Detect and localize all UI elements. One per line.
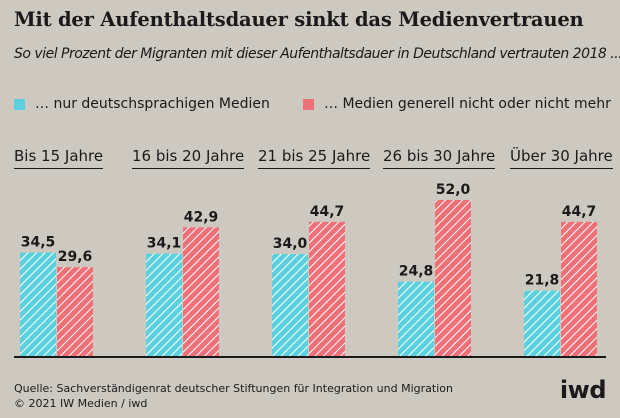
- bar-no-media: [183, 227, 219, 356]
- data-label: 29,6: [58, 249, 93, 265]
- category-label: 26 bis 30 Jahre: [383, 147, 496, 169]
- bar-no-media: [561, 221, 597, 356]
- data-label: 24,8: [399, 264, 434, 280]
- category-label: 16 bis 20 Jahre: [132, 147, 245, 169]
- data-label: 44,7: [562, 204, 597, 220]
- legend-label-german-media: … nur deutschsprachigen Medien: [35, 96, 270, 112]
- bar-german-media: [272, 254, 308, 356]
- chart-title: Mit der Aufenthaltsdauer sinkt das Medie…: [14, 8, 584, 31]
- bar-german-media: [146, 253, 182, 356]
- data-label: 42,9: [184, 209, 219, 225]
- legend-item-no-media: … Medien generell nicht oder nicht mehr: [303, 96, 611, 112]
- source-note: Quelle: Sachverständigenrat deutscher St…: [14, 382, 453, 395]
- chart-subtitle: So viel Prozent der Migranten mit dieser…: [14, 46, 620, 62]
- data-label: 52,0: [436, 182, 471, 198]
- data-label: 21,8: [525, 273, 560, 289]
- bar-german-media: [524, 290, 560, 356]
- data-label: 44,7: [310, 204, 345, 220]
- bar-no-media: [309, 221, 345, 356]
- category-label: 21 bis 25 Jahre: [258, 147, 371, 169]
- data-label: 34,1: [147, 236, 182, 252]
- legend-item-german-media: … nur deutschsprachigen Medien: [14, 96, 270, 112]
- bar-no-media: [435, 200, 471, 356]
- data-label: 34,5: [21, 235, 56, 251]
- category-label: Über 30 Jahre: [510, 147, 613, 169]
- legend-swatch-cyan: [14, 98, 25, 110]
- copyright-note: © 2021 IW Medien / iwd: [14, 397, 148, 410]
- category-label: Bis 15 Jahre: [14, 147, 104, 169]
- bar-german-media: [398, 281, 434, 356]
- legend-label-no-media: … Medien generell nicht oder nicht mehr: [324, 96, 611, 112]
- iwd-logo: iwd: [559, 376, 607, 404]
- legend-swatch-red: [303, 98, 314, 110]
- bar-no-media: [57, 267, 93, 356]
- bar-german-media: [20, 252, 56, 356]
- data-label: 34,0: [273, 236, 308, 252]
